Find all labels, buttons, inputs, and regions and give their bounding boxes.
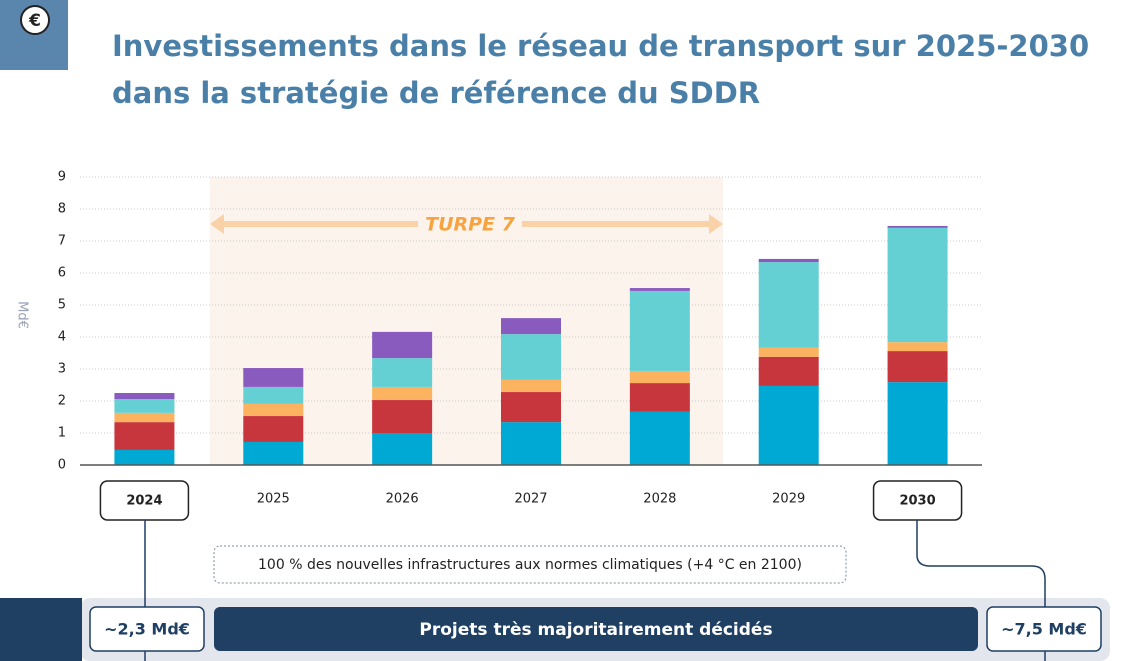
bar-segment [887, 225, 948, 228]
bar-segment [887, 342, 948, 352]
bar-segment [887, 227, 948, 343]
bar-segment [114, 422, 175, 450]
bar-segment [114, 412, 175, 423]
bar-segment [758, 262, 819, 348]
title-line: Investissements dans le réseau de transp… [112, 29, 1089, 63]
x-tick-label: 2024 [126, 494, 162, 509]
bar-segment [372, 386, 433, 401]
x-tick-label: 2030 [899, 494, 935, 509]
bar-segment [501, 334, 561, 380]
bar-segment [887, 382, 948, 465]
euro-symbol: € [28, 11, 41, 31]
bar-segment [501, 392, 561, 423]
total-box [89, 606, 205, 652]
y-tick-label: 3 [58, 362, 66, 377]
start-total: ~2,3 Md€ [104, 620, 190, 639]
bar-segment [243, 441, 304, 465]
bar-segment [501, 379, 561, 393]
banner-side [0, 598, 82, 661]
euro-icon [20, 5, 50, 35]
bar-segment [629, 290, 690, 371]
bar-segment [629, 411, 690, 465]
x-tick-label: 2027 [514, 492, 547, 507]
bar-segment [243, 416, 304, 442]
end-total: ~7,5 Md€ [1001, 620, 1087, 639]
x-tick-label: 2025 [257, 492, 290, 507]
bar-segment [758, 258, 819, 263]
x-tick-label: 2028 [643, 492, 676, 507]
banner [214, 607, 978, 651]
total-box [986, 606, 1102, 652]
bar-segment [372, 433, 433, 465]
connector [916, 520, 1046, 661]
bar-segment [114, 399, 175, 413]
title-line: dans la stratégie de référence du SDDR [112, 76, 760, 110]
y-axis-label: Md€ [15, 301, 30, 329]
bar-segment [629, 370, 690, 384]
bar-segment [372, 400, 433, 433]
bar-segment [372, 358, 433, 387]
bar-segment [243, 368, 304, 387]
bar-segment [372, 331, 433, 359]
bar-segment [629, 383, 690, 412]
period-label: TURPE 7 [425, 214, 516, 236]
bar-segment [758, 385, 819, 465]
y-tick-label: 8 [58, 202, 66, 217]
x-tick-label: 2029 [772, 492, 805, 507]
x-tick-label: 2026 [386, 492, 419, 507]
plot: 0 1 2 3 4 5 6 7 8 9 2024 2025 2026 2027 2028 2029 2030 [58, 170, 982, 521]
y-tick-label: 7 [58, 234, 66, 249]
bar-segment [629, 288, 690, 291]
y-tick-label: 2 [58, 394, 66, 409]
bar-segment [887, 351, 948, 383]
y-tick-label: 4 [58, 330, 66, 345]
bar-segment [501, 422, 561, 465]
banner-text: Projets très majoritairement décidés [419, 620, 772, 640]
bar-segment [758, 347, 819, 357]
y-tick-label: 1 [58, 426, 66, 441]
note-box [213, 545, 847, 584]
y-tick-label: 5 [58, 298, 66, 313]
bar-segment [501, 318, 561, 335]
bar-segment [243, 403, 304, 417]
y-tick-label: 0 [58, 458, 66, 473]
period-arrow [210, 214, 723, 234]
bar-segment [114, 449, 175, 465]
y-tick-label: 6 [58, 266, 66, 281]
y-tick-label: 9 [58, 170, 66, 185]
note: 100 % des nouvelles infrastructures aux … [258, 557, 802, 573]
bar-segment [243, 386, 304, 404]
bar-segment [114, 393, 175, 400]
bar-segment [758, 356, 819, 386]
